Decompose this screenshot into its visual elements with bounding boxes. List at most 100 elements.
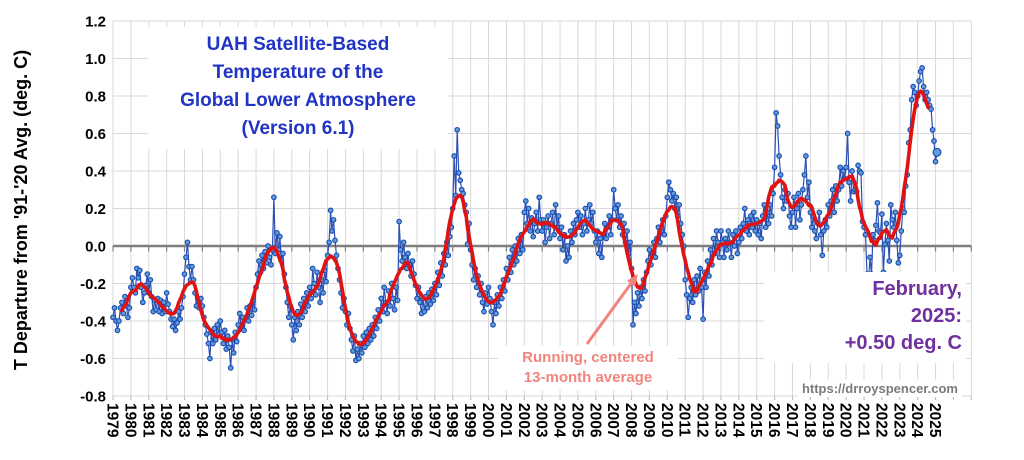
month-marker (552, 201, 559, 208)
month-marker (817, 231, 824, 238)
month-marker (394, 297, 401, 304)
month-marker (390, 295, 396, 302)
month-marker (777, 171, 784, 178)
month-marker (567, 228, 574, 234)
month-marker (233, 338, 240, 345)
month-marker (682, 276, 689, 283)
month-marker (527, 228, 534, 234)
month-marker (329, 228, 335, 234)
month-marker (834, 198, 841, 204)
month-marker (831, 209, 838, 216)
month-marker (139, 299, 146, 306)
month-marker (573, 216, 580, 223)
month-marker (490, 321, 496, 328)
month-marker (499, 295, 505, 302)
month-marker (813, 235, 820, 242)
month-marker (119, 299, 125, 306)
x-tick-label: 2017 (783, 403, 800, 437)
month-marker (624, 228, 630, 234)
month-marker (706, 273, 712, 279)
month-marker (806, 179, 812, 186)
month-marker (867, 254, 873, 261)
month-marker (686, 295, 693, 302)
month-marker (887, 201, 894, 208)
month-marker (768, 213, 775, 219)
month-marker (217, 318, 224, 324)
y-tick-label: 0.0 (85, 239, 106, 256)
y-tick-label: 1.2 (85, 14, 106, 31)
latest-value-anomaly: +0.50 deg. C (844, 332, 962, 354)
month-marker (879, 211, 885, 217)
month-marker (801, 171, 808, 178)
month-marker (135, 275, 142, 281)
month-marker (427, 301, 434, 307)
month-marker (330, 216, 337, 223)
running-average-line (120, 89, 930, 347)
month-marker (636, 303, 642, 309)
month-marker (846, 179, 852, 186)
month-marker (800, 186, 806, 193)
month-marker (765, 220, 772, 227)
month-marker (184, 239, 191, 246)
month-marker (606, 213, 613, 219)
month-marker (721, 254, 727, 261)
month-marker (251, 306, 258, 313)
month-marker (274, 230, 280, 236)
month-marker (129, 275, 136, 281)
month-marker (481, 308, 487, 315)
month-marker (932, 158, 939, 165)
month-marker (646, 246, 653, 253)
month-marker (731, 243, 738, 249)
month-marker (558, 224, 565, 231)
month-marker (566, 254, 572, 261)
x-tick-label: 1990 (300, 403, 317, 437)
month-marker (110, 314, 116, 321)
month-marker (560, 246, 566, 253)
y-tick-label: -0.8 (80, 389, 106, 406)
month-marker (400, 239, 407, 246)
month-marker (493, 310, 499, 317)
month-marker (265, 243, 271, 249)
month-marker (546, 235, 553, 242)
month-marker (144, 271, 151, 277)
month-marker (350, 348, 356, 354)
month-marker (236, 310, 243, 317)
month-marker (241, 327, 247, 334)
x-tick-label: 2018 (801, 403, 818, 438)
month-marker (631, 299, 638, 306)
month-marker (893, 237, 900, 244)
y-tick-label: 0.6 (85, 126, 106, 143)
month-marker (268, 261, 274, 268)
month-marker (889, 216, 896, 223)
x-axis-tick-labels: 1979 1980 1981 1982 1983 1984 1985 1986 1987 1988… (104, 403, 944, 438)
x-tick-label: 1989 (282, 403, 299, 438)
month-marker (326, 239, 332, 246)
x-tick-label: 2005 (568, 403, 585, 438)
month-marker (752, 228, 759, 234)
month-marker (539, 228, 545, 234)
month-marker (457, 177, 464, 184)
month-marker (792, 224, 799, 231)
month-marker (578, 213, 584, 219)
month-marker (855, 162, 861, 169)
month-marker (704, 258, 711, 264)
x-tick-label: 1985 (211, 403, 228, 438)
month-marker (230, 350, 237, 356)
x-tick-label: 2019 (819, 403, 836, 438)
chart-title-line-1: UAH Satellite-Based (206, 34, 390, 55)
month-marker (506, 254, 513, 261)
month-marker (147, 276, 154, 283)
month-marker (750, 209, 757, 216)
month-marker (931, 138, 937, 144)
month-marker (555, 213, 562, 219)
month-marker (786, 213, 793, 219)
month-marker (774, 123, 781, 129)
month-marker (916, 78, 922, 84)
month-marker (667, 186, 674, 193)
month-marker (409, 258, 416, 264)
month-marker (320, 290, 326, 296)
x-tick-label: 2023 (890, 403, 907, 438)
x-tick-label: 1983 (175, 403, 192, 438)
month-marker (245, 318, 252, 324)
x-tick-label: 1991 (318, 403, 335, 438)
